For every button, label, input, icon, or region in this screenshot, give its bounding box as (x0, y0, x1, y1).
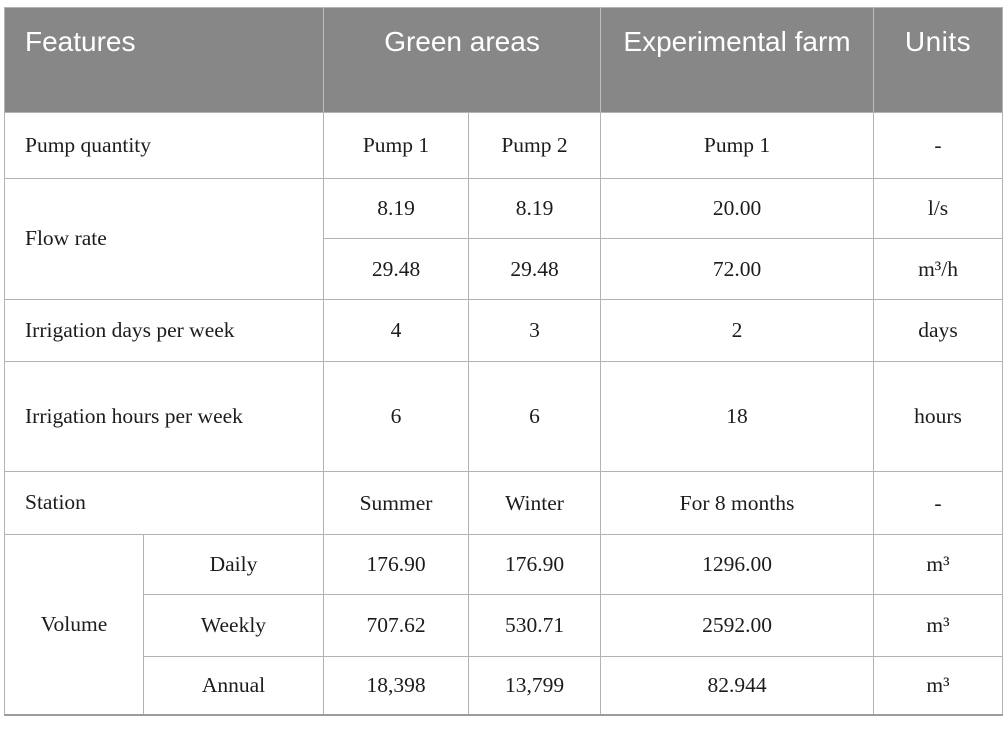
row-label-irrigation-hours: Irrigation hours per week (4, 361, 324, 472)
row-label-pump-quantity: Pump quantity (4, 112, 324, 179)
row-label-volume: Volume (4, 534, 144, 715)
table-row-volume-weekly: Weekly 707.62 530.71 2592.00 m³ (5, 594, 1004, 657)
cell-flow-ls-green1: 8.19 (323, 178, 469, 239)
table-row-volume-annual: Annual 18,398 13,799 82.944 m³ (5, 656, 1004, 715)
row-label-station: Station (4, 471, 324, 535)
cell-irrigation-hours-green1: 6 (323, 361, 469, 472)
table-row-irrigation-days: Irrigation days per week 4 3 2 days (4, 299, 1004, 362)
table-row-pump-quantity: Pump quantity Pump 1 Pump 2 Pump 1 - (4, 112, 1004, 179)
table-header-row: Features Green areas Experimental farm U… (4, 7, 1003, 113)
cell-flow-m3h-green1: 29.48 (323, 238, 469, 300)
table-row-flow-rate-m3h: 29.48 29.48 72.00 m³/h (5, 238, 1004, 300)
header-experimental-farm: Experimental farm (600, 7, 874, 113)
cell-volume-weekly-green2: 530.71 (467, 594, 602, 657)
table-row-volume-daily: Volume Daily 176.90 176.90 1296.00 m³ (4, 534, 1004, 715)
irrigation-hours-label-text: Irrigation hours per week (25, 403, 243, 428)
cell-flow-ls-green2: 8.19 (467, 178, 602, 239)
header-units: Units (873, 7, 1003, 113)
cell-volume-daily-green2: 176.90 (467, 534, 602, 595)
cell-volume-annual-period: Annual (143, 656, 324, 715)
cell-volume-annual-units: m³ (873, 656, 1004, 715)
cell-flow-m3h-green2: 29.48 (467, 238, 602, 300)
cell-volume-daily-green1: 176.90 (323, 534, 469, 595)
cell-volume-weekly-green1: 707.62 (323, 594, 469, 657)
cell-flow-ls-units: l/s (873, 178, 1004, 239)
cell-station-green1: Summer (323, 471, 469, 535)
cell-volume-daily-units: m³ (873, 534, 1004, 595)
irrigation-features-table: Features Green areas Experimental farm U… (4, 7, 1004, 716)
table-row-irrigation-hours: Irrigation hours per week 6 6 18 hours (4, 361, 1004, 472)
cell-irrigation-hours-units: hours (873, 361, 1004, 472)
cell-station-farm: For 8 months (600, 471, 875, 535)
cell-volume-weekly-farm: 2592.00 (600, 594, 875, 657)
cell-irrigation-days-units: days (873, 299, 1004, 362)
cell-pump-quantity-farm: Pump 1 (600, 112, 875, 179)
cell-volume-weekly-period: Weekly (143, 594, 324, 657)
cell-volume-annual-farm: 82.944 (600, 656, 875, 715)
cell-pump-quantity-units: - (873, 112, 1004, 179)
table-row-station: Station Summer Winter For 8 months - (4, 471, 1004, 535)
header-features: Features (4, 7, 324, 113)
cell-irrigation-hours-farm: 18 (600, 361, 875, 472)
cell-irrigation-days-farm: 2 (600, 299, 875, 362)
cell-station-green2: Winter (467, 471, 602, 535)
cell-volume-daily-period: Daily (143, 534, 324, 595)
cell-flow-ls-farm: 20.00 (600, 178, 875, 239)
cell-pump-quantity-green2: Pump 2 (467, 112, 602, 179)
cell-irrigation-hours-green2: 6 (467, 361, 602, 472)
cell-irrigation-days-green2: 3 (467, 299, 602, 362)
cell-irrigation-days-green1: 4 (323, 299, 469, 362)
row-label-irrigation-days: Irrigation days per week (4, 299, 324, 362)
cell-flow-m3h-units: m³/h (873, 238, 1004, 300)
cell-pump-quantity-green1: Pump 1 (323, 112, 469, 179)
header-green-areas: Green areas (322, 7, 601, 113)
cell-volume-annual-green1: 18,398 (323, 656, 469, 715)
cell-volume-daily-farm: 1296.00 (600, 534, 875, 595)
row-label-flow-rate: Flow rate (4, 178, 324, 300)
cell-volume-weekly-units: m³ (873, 594, 1004, 657)
table-row-flow-rate-ls: Flow rate 8.19 8.19 20.00 l/s (4, 178, 1004, 300)
cell-volume-annual-green2: 13,799 (467, 656, 602, 715)
cell-station-units: - (873, 471, 1004, 535)
cell-flow-m3h-farm: 72.00 (600, 238, 875, 300)
